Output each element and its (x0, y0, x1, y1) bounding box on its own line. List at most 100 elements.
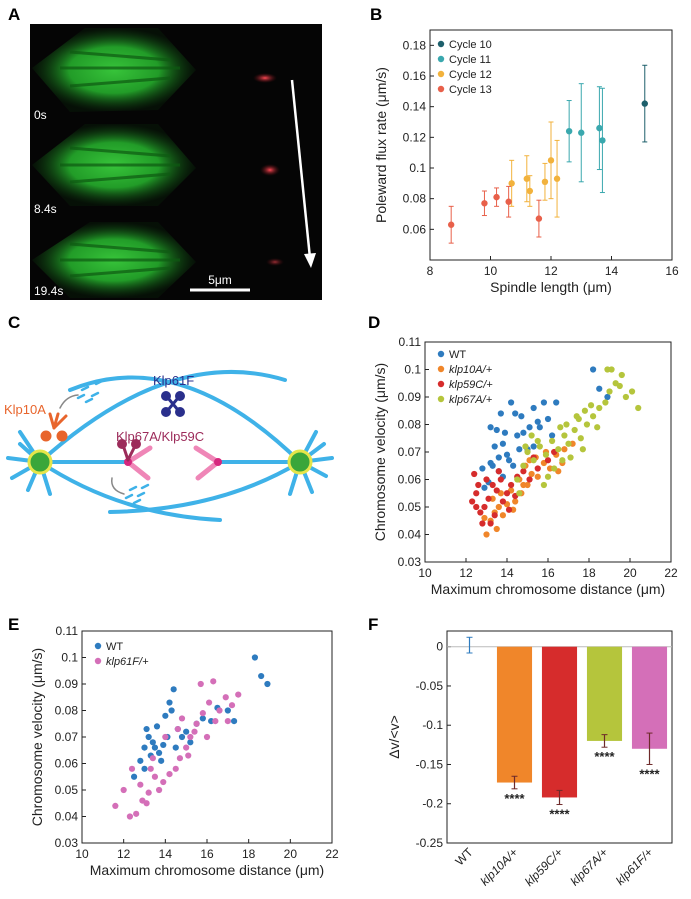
data-point (505, 457, 513, 464)
data-point (153, 723, 161, 730)
data-point (481, 503, 488, 511)
data-point (170, 686, 177, 693)
depolymerization-arrow-top (59, 394, 79, 409)
data-point (518, 413, 525, 420)
data-point (590, 366, 597, 373)
legend-label: Cycle 10 (449, 39, 492, 51)
bar (541, 646, 578, 798)
data-point (112, 802, 119, 810)
data-point (130, 773, 138, 780)
data-point (553, 175, 561, 182)
data-point (143, 800, 150, 807)
data-point (151, 744, 159, 751)
y-tick-label: -0.25 (416, 836, 444, 850)
data-point (618, 371, 625, 379)
data-point (471, 470, 478, 478)
data-point (573, 413, 580, 420)
spindle-image-0s (32, 28, 196, 112)
legend-marker (437, 70, 445, 78)
legend-marker (437, 350, 445, 358)
spindle-schematic (6, 369, 334, 522)
legend-marker (437, 395, 445, 403)
category-label: klp67A/+ (567, 845, 610, 888)
data-point (551, 465, 558, 472)
data-point (596, 404, 603, 412)
data-point (596, 124, 603, 132)
data-point (155, 786, 163, 794)
data-point (251, 654, 259, 661)
data-point (493, 525, 500, 533)
data-point (622, 393, 630, 401)
data-point (149, 739, 156, 746)
data-point (565, 128, 573, 135)
data-point (203, 733, 211, 741)
data-point (493, 193, 500, 201)
data-point (565, 440, 572, 447)
panel-letter-e: E (8, 615, 19, 634)
category-label: klp61F/+ (613, 845, 656, 888)
significance-label: **** (549, 807, 570, 822)
flux-speckle-8s (260, 164, 280, 176)
centrosome-right (287, 449, 313, 475)
time-label-19s: 19.4s (34, 284, 63, 298)
data-point (264, 680, 271, 688)
data-point (559, 457, 566, 464)
data-point (594, 424, 601, 431)
x-tick-label: 14 (159, 847, 173, 861)
data-point (608, 366, 615, 373)
flux-arrow-head (304, 253, 316, 268)
data-point (481, 484, 488, 491)
x-tick-label: 16 (665, 264, 679, 278)
data-point (526, 476, 533, 483)
data-point (542, 451, 550, 458)
y-axis-label: Chromosome velocity (μm/s) (372, 363, 388, 541)
data-point (528, 432, 535, 439)
y-tick-label: 0.11 (56, 624, 79, 638)
data-point (534, 465, 541, 472)
panel-letter-b: B (370, 5, 382, 24)
y-tick-label: 0.08 (398, 418, 422, 432)
data-point (516, 446, 523, 453)
klp61f-velocity-chart: 10 12 14 16 18 20 22 0.03 0.04 0.05 0.06 0.07 0.08 0.… (29, 624, 339, 878)
data-point (524, 448, 531, 456)
data-point (516, 490, 523, 497)
data-point (166, 771, 173, 778)
significance-label: **** (594, 749, 615, 764)
data-point (176, 755, 184, 762)
data-point (549, 432, 556, 439)
data-point (141, 744, 148, 751)
klp61f-motor (161, 391, 185, 417)
legend-label: klp59C/+ (449, 379, 493, 391)
y-tick-label: 0.1 (404, 363, 421, 377)
data-point (549, 437, 556, 445)
klp10a-label: Klp10A (4, 402, 46, 417)
data-point (224, 718, 231, 725)
data-point (503, 451, 511, 458)
data-point (499, 512, 506, 519)
data-point (561, 446, 568, 453)
y-tick-label: 0.06 (398, 473, 422, 487)
data-point (197, 680, 204, 688)
data-point (528, 470, 535, 478)
y-tick-label: 0.07 (398, 445, 422, 459)
data-point (501, 429, 509, 436)
y-tick-label: -0.2 (422, 797, 443, 811)
y-tick-label: 0.1 (409, 161, 426, 175)
data-point (487, 520, 494, 527)
data-point (616, 382, 623, 390)
panel-letter-f: F (368, 615, 378, 634)
data-point (216, 707, 223, 714)
x-axis-label: Maximum chromosome distance (μm) (90, 862, 324, 878)
data-point (475, 481, 482, 489)
data-point (505, 198, 512, 205)
legend-label: Cycle 11 (449, 54, 491, 66)
data-point (481, 200, 488, 207)
kinetochore-right (214, 458, 222, 466)
legend-marker (94, 642, 102, 650)
flux-arrow (290, 79, 312, 259)
y-tick-label: 0.08 (403, 192, 427, 206)
y-tick-label: -0.05 (416, 679, 444, 693)
x-tick-label: 14 (500, 566, 514, 580)
y-axis-label: Chromosome velocity (μm/s) (29, 648, 45, 826)
data-point (493, 487, 500, 494)
